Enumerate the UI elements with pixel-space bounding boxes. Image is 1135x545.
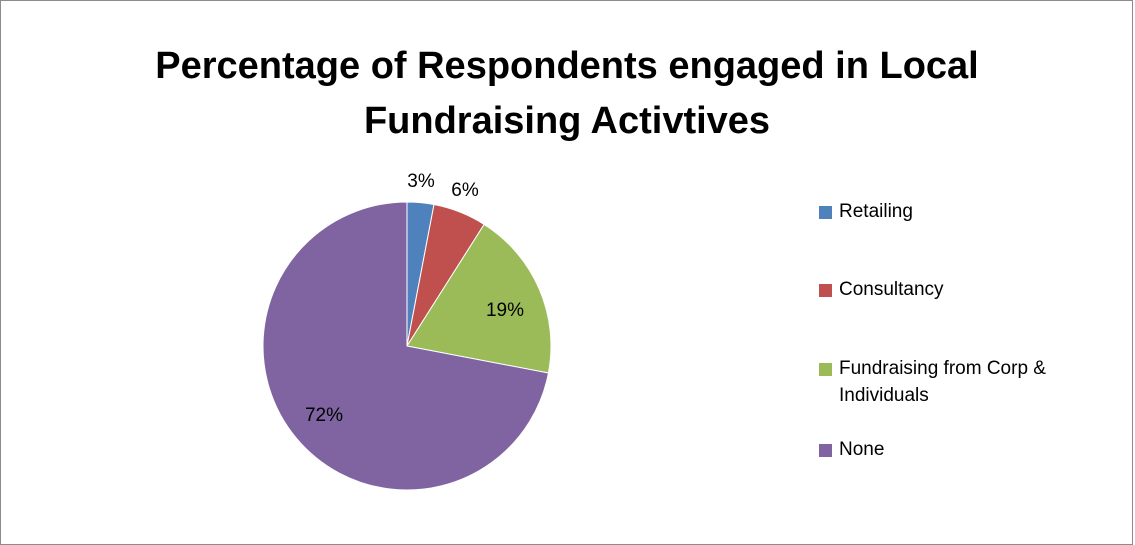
data-label-retailing: 3% bbox=[407, 171, 435, 192]
chart-title: Percentage of Respondents engaged in Loc… bbox=[155, 45, 979, 142]
legend-swatch-consultancy bbox=[819, 284, 832, 297]
legend-label-fundraising: Fundraising from Corp & Individuals bbox=[839, 358, 1046, 406]
legend-label-consultancy: Consultancy bbox=[839, 279, 944, 300]
pie-slice-fundraising bbox=[406, 223, 552, 374]
legend-swatch-fundraising bbox=[819, 363, 832, 376]
legend-label-retailing: Retailing bbox=[839, 201, 913, 222]
legend-label-none: None bbox=[839, 439, 885, 460]
legend-swatch-retailing bbox=[819, 206, 832, 219]
data-label-consultancy: 6% bbox=[451, 180, 479, 201]
legend-swatch-none bbox=[819, 444, 832, 457]
data-label-none: 72% bbox=[305, 405, 343, 426]
data-label-fundraising: 19% bbox=[486, 300, 524, 321]
pie-slice-none bbox=[262, 201, 550, 491]
